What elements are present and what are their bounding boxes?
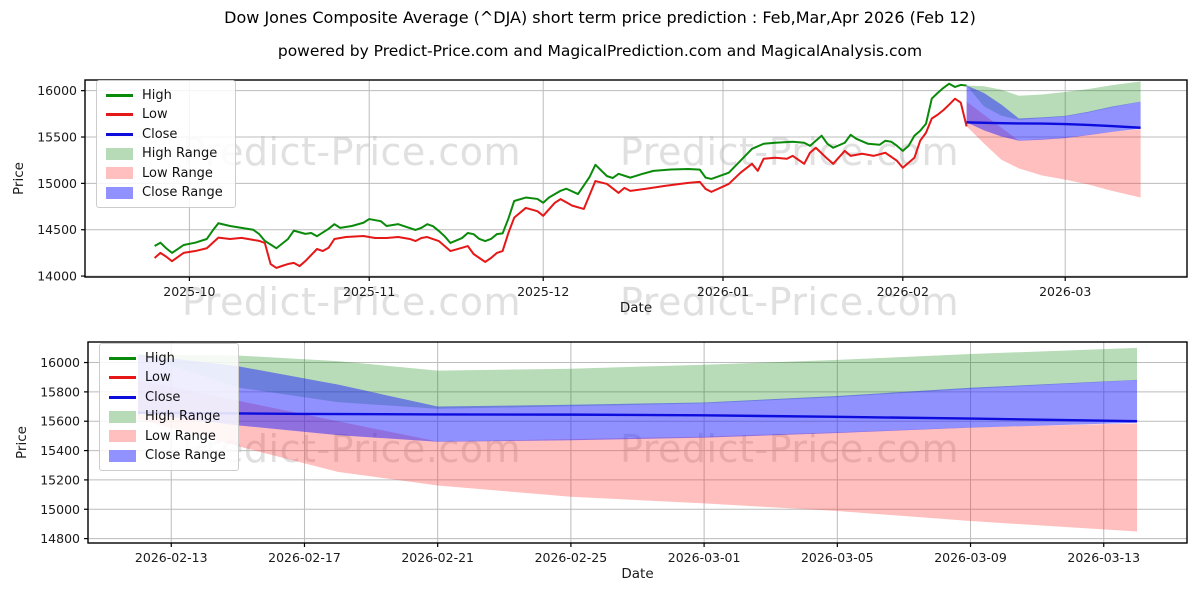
x-tick-label: 2026-02-13 bbox=[135, 550, 208, 565]
legend-swatch-line bbox=[106, 93, 133, 97]
legend-swatch-line bbox=[109, 376, 136, 380]
legend-item-high: High bbox=[106, 87, 223, 104]
legend-item-close: Close bbox=[109, 389, 226, 406]
legend-item-close-range: Close Range bbox=[109, 448, 226, 465]
y-tick-label: 16000 bbox=[40, 355, 80, 370]
y-tick-label: 15500 bbox=[37, 130, 77, 145]
x-tick-label: 2026-02-25 bbox=[535, 550, 608, 565]
legend-top-chart: High Low Close High Range Low Range Close Ran… bbox=[96, 80, 236, 208]
plot-border bbox=[87, 341, 1188, 544]
legend-item-high-range: High Range bbox=[109, 409, 226, 426]
legend-label: High bbox=[142, 87, 172, 103]
legend-item-low: Low bbox=[106, 107, 223, 124]
watermark-text: Predict-Price.com bbox=[620, 280, 960, 324]
legend-label: Close bbox=[142, 126, 178, 142]
legend-item-low-range: Low Range bbox=[106, 165, 223, 182]
y-tick-label: 16000 bbox=[37, 83, 77, 98]
x-axis-title: Date bbox=[621, 566, 653, 582]
page-subtitle: powered by Predict-Price.com and Magical… bbox=[277, 42, 923, 60]
chart-historical-and-forecast: 14000 14500 15000 15500 16000 2025-10 2025-11 2… bbox=[11, 79, 1188, 316]
low_range-band bbox=[966, 101, 1141, 198]
page-title: Dow Jones Composite Average (^DJA) short… bbox=[224, 8, 976, 27]
legend-swatch-patch bbox=[109, 430, 136, 443]
low_range-band bbox=[137, 380, 1138, 532]
legend-label: Low bbox=[142, 107, 168, 123]
legend-label: Low Range bbox=[145, 428, 216, 444]
legend-item-close-range: Close Range bbox=[106, 185, 223, 202]
legend-label: Low Range bbox=[142, 165, 213, 181]
legend-swatch-patch bbox=[109, 449, 136, 462]
x-tick-label: 2026-03-09 bbox=[934, 550, 1007, 565]
legend-label: High bbox=[145, 350, 175, 366]
close-forecast-line bbox=[966, 121, 1141, 129]
y-tick-label: 14000 bbox=[37, 269, 77, 284]
y-tick-label: 15600 bbox=[40, 414, 80, 429]
y-tick-label: 15000 bbox=[40, 502, 80, 517]
x-tick-label: 2026-03-05 bbox=[801, 550, 874, 565]
close_range-band bbox=[966, 85, 1141, 141]
high-line bbox=[154, 82, 967, 254]
y-tick-label: 14800 bbox=[40, 531, 80, 546]
x-tick-label: 2026-02-21 bbox=[401, 550, 474, 565]
legend-swatch-line bbox=[106, 113, 133, 117]
legend-label: Close Range bbox=[145, 448, 226, 464]
legend-swatch-patch bbox=[106, 186, 133, 199]
y-tick-label: 15200 bbox=[40, 472, 80, 487]
x-tick-label: 2026-03 bbox=[1039, 284, 1091, 299]
legend-swatch-patch bbox=[106, 167, 133, 180]
plot-border bbox=[84, 79, 1188, 278]
x-tick-label: 2026-01 bbox=[697, 284, 749, 299]
watermark-text: Predict-Price.com bbox=[182, 280, 522, 324]
x-tick-label: 2025-12 bbox=[517, 284, 569, 299]
x-axis-title: Date bbox=[620, 300, 652, 316]
legend-label: Close Range bbox=[142, 185, 223, 201]
legend-swatch-line bbox=[106, 132, 133, 136]
legend-swatch-patch bbox=[109, 410, 136, 423]
legend-swatch-line bbox=[109, 356, 136, 360]
x-tick-label: 2025-10 bbox=[163, 284, 215, 299]
legend-label: Low bbox=[145, 370, 171, 386]
legend-item-close: Close bbox=[106, 126, 223, 143]
y-tick-label: 15000 bbox=[37, 176, 77, 191]
legend-label: High Range bbox=[145, 409, 221, 425]
legend-swatch-line bbox=[109, 395, 136, 399]
x-tick-label: 2025-11 bbox=[343, 284, 395, 299]
y-axis-title: Price bbox=[11, 162, 27, 195]
y-axis-title: Price bbox=[14, 426, 30, 459]
x-tick-label: 2026-03-01 bbox=[668, 550, 741, 565]
legend-bottom-chart: High Low Close High Range Low Range Close Ran… bbox=[99, 343, 239, 471]
x-tick-label: 2026-02 bbox=[877, 284, 929, 299]
close-forecast-line bbox=[137, 411, 1138, 423]
x-tick-label: 2026-03-13 bbox=[1067, 550, 1140, 565]
legend-label: Close bbox=[145, 389, 181, 405]
chart-forecast-detail: 14800 15000 15200 15400 15600 15800 16000 2026-… bbox=[14, 341, 1188, 582]
legend-item-low-range: Low Range bbox=[109, 428, 226, 445]
y-tick-label: 15800 bbox=[40, 384, 80, 399]
y-tick-label: 14500 bbox=[37, 222, 77, 237]
legend-item-low: Low bbox=[109, 370, 226, 387]
low-line bbox=[153, 97, 968, 269]
legend-item-high: High bbox=[109, 350, 226, 367]
legend-label: High Range bbox=[142, 146, 218, 162]
legend-swatch-patch bbox=[106, 147, 133, 160]
y-tick-label: 15400 bbox=[40, 443, 80, 458]
legend-item-high-range: High Range bbox=[106, 146, 223, 163]
close_range-band bbox=[137, 354, 1138, 442]
x-tick-label: 2026-02-17 bbox=[268, 550, 341, 565]
